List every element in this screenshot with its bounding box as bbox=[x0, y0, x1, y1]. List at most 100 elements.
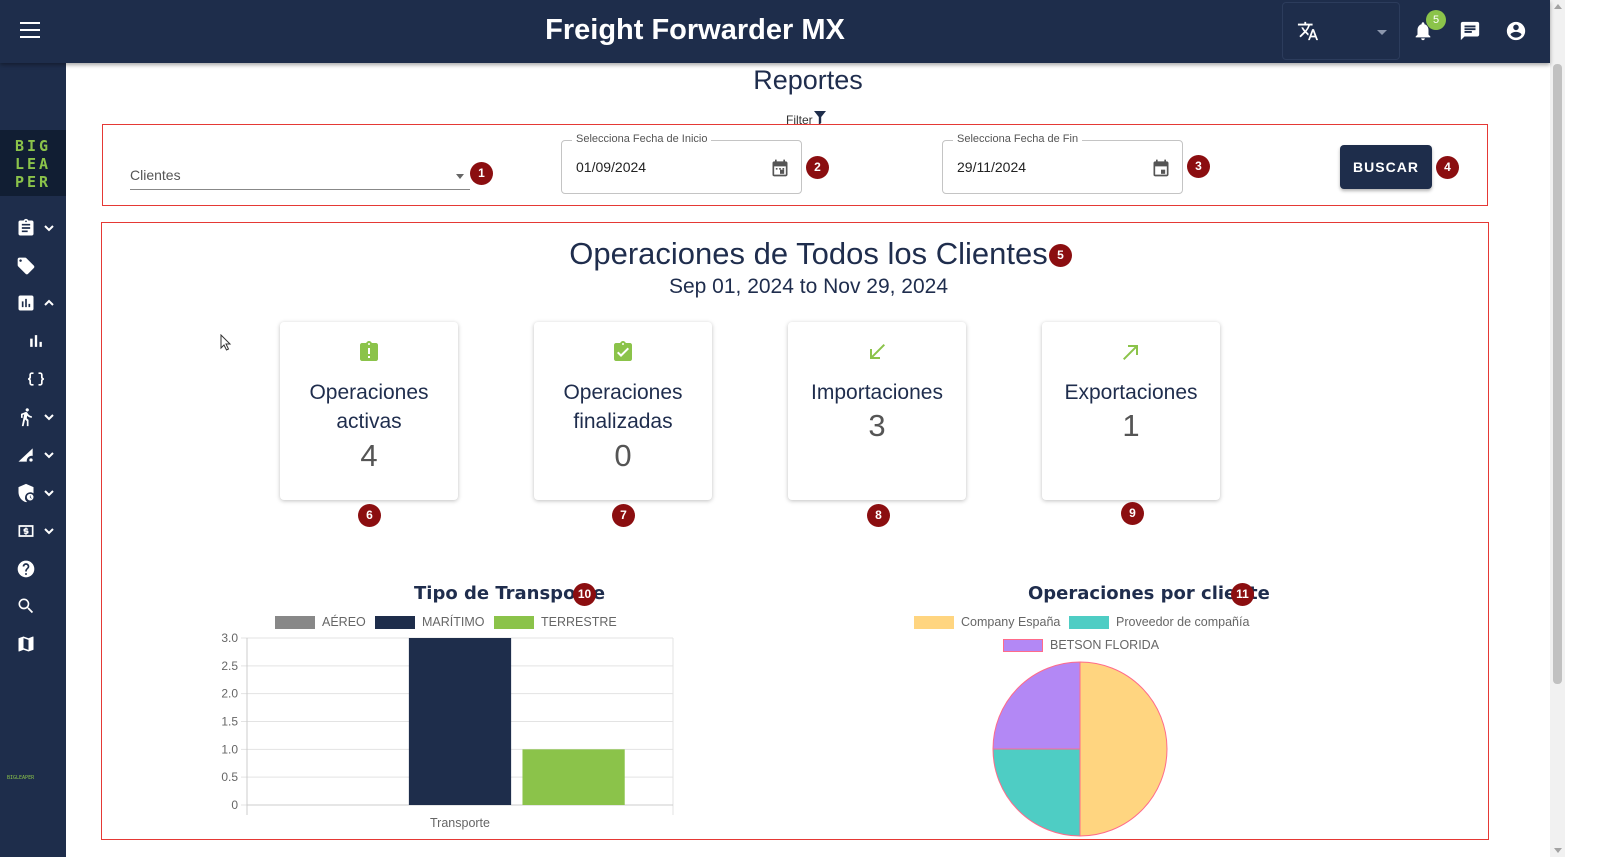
marker-8: 8 bbox=[867, 504, 890, 527]
y-tick-label: 0 bbox=[231, 798, 238, 812]
pie-slice bbox=[992, 748, 1081, 837]
legend-label: BETSON FLORIDA bbox=[1050, 638, 1160, 652]
end-date-field[interactable]: Selecciona Fecha de Fin 29/11/2024 bbox=[942, 133, 1183, 194]
marker-2: 2 bbox=[806, 156, 829, 179]
card-active-operations[interactable]: Operaciones activas 4 bbox=[280, 322, 458, 500]
end-date-value: 29/11/2024 bbox=[957, 159, 1027, 175]
filter-panel bbox=[102, 124, 1488, 206]
marker-7: 7 bbox=[612, 504, 635, 527]
card-value: 1 bbox=[1122, 408, 1140, 443]
card-label: Operaciones bbox=[563, 381, 683, 404]
pie-slice bbox=[1079, 661, 1168, 837]
tag-icon bbox=[17, 257, 35, 275]
account-icon[interactable] bbox=[1505, 20, 1527, 42]
sidebar-item-help[interactable] bbox=[16, 557, 56, 581]
buscar-button[interactable]: BUSCAR bbox=[1340, 145, 1432, 189]
y-tick-label: 0.5 bbox=[221, 770, 238, 784]
help-icon bbox=[17, 560, 35, 578]
y-tick-label: 1.5 bbox=[221, 715, 238, 729]
card-label: Exportaciones bbox=[1064, 381, 1198, 404]
legend-proveedor[interactable]: Proveedor de compañía bbox=[1069, 615, 1249, 629]
pie-chart-title: Operaciones por cliente bbox=[1028, 583, 1270, 604]
caret-down-icon bbox=[456, 174, 464, 179]
mini-logo: BIGLEAPER bbox=[7, 775, 35, 781]
start-date-field[interactable]: Selecciona Fecha de Inicio 01/09/2024 bbox=[561, 133, 802, 194]
card-value: 0 bbox=[614, 438, 632, 473]
chevron-down-icon bbox=[44, 490, 54, 497]
bar-chart: 3.0 2.5 2.0 1.5 1.0 0.5 0 Transporte bbox=[221, 631, 674, 830]
client-select-value: Clientes bbox=[130, 167, 181, 183]
calendar-icon[interactable] bbox=[1151, 158, 1171, 178]
menu-icon[interactable] bbox=[20, 22, 40, 38]
chevron-up-icon bbox=[44, 299, 54, 306]
bell-icon[interactable] bbox=[1412, 20, 1434, 42]
legend-aereo[interactable]: AÉREO bbox=[275, 615, 366, 629]
clipboard-alert-icon bbox=[360, 341, 378, 361]
sidebar-item-operations[interactable] bbox=[16, 216, 56, 240]
legend-swatch bbox=[375, 615, 415, 629]
summary-panel bbox=[101, 222, 1489, 840]
sidebar: BIG LEA PER BIGLEAPER bbox=[0, 63, 66, 857]
notification-badge: 5 bbox=[1426, 10, 1446, 30]
client-select[interactable]: Clientes bbox=[130, 160, 470, 190]
sidebar-item-map[interactable] bbox=[16, 632, 56, 656]
sidebar-item-people[interactable] bbox=[16, 405, 56, 429]
end-date-label: Selecciona Fecha de Fin bbox=[953, 133, 1083, 145]
marker-9: 9 bbox=[1121, 502, 1144, 525]
language-selector[interactable] bbox=[1282, 2, 1400, 60]
scroll-up-arrow-icon[interactable] bbox=[1554, 4, 1562, 9]
marker-5: 5 bbox=[1049, 244, 1072, 267]
sidebar-item-loop[interactable] bbox=[26, 367, 66, 391]
scroll-down-arrow-icon[interactable] bbox=[1554, 848, 1562, 853]
card-finished-operations[interactable]: Operaciones finalizadas 0 bbox=[534, 322, 712, 500]
chevron-down-icon bbox=[1377, 30, 1387, 35]
legend-swatch bbox=[1069, 615, 1109, 629]
marker-1: 1 bbox=[470, 162, 493, 185]
app-title: Freight Forwarder MX bbox=[545, 14, 845, 46]
legend-label: MARÍTIMO bbox=[422, 615, 485, 629]
top-app-bar: Freight Forwarder MX 5 bbox=[0, 0, 1550, 63]
sidebar-item-billing[interactable] bbox=[16, 519, 56, 543]
bar bbox=[408, 638, 512, 805]
card-label: Importaciones bbox=[811, 381, 943, 404]
filter-icon[interactable] bbox=[814, 111, 826, 125]
legend-label: TERRESTRE bbox=[541, 615, 617, 629]
card-label-line2: activas bbox=[336, 410, 402, 433]
legend-swatch bbox=[494, 615, 534, 629]
sidebar-item-charts[interactable] bbox=[26, 329, 66, 353]
chevron-down-icon bbox=[44, 414, 54, 421]
sidebar-item-tags[interactable] bbox=[16, 254, 56, 278]
y-tick-label: 3.0 bbox=[221, 631, 238, 645]
translate-icon bbox=[1297, 21, 1319, 41]
card-imports[interactable]: Importaciones 3 bbox=[788, 322, 966, 500]
legend-terrestre[interactable]: TERRESTRE bbox=[494, 615, 617, 629]
pie-chart bbox=[992, 661, 1168, 837]
scroll-thumb[interactable] bbox=[1553, 64, 1562, 684]
start-date-label: Selecciona Fecha de Inicio bbox=[572, 133, 712, 145]
sidebar-item-search[interactable] bbox=[16, 594, 56, 618]
sidebar-item-routes[interactable] bbox=[16, 443, 56, 467]
page-scrollbar[interactable] bbox=[1550, 0, 1565, 857]
legend-swatch bbox=[914, 615, 954, 629]
chevron-down-icon bbox=[44, 452, 54, 459]
person-icon bbox=[21, 408, 32, 427]
shield-clock-icon bbox=[18, 483, 34, 503]
filter-label[interactable]: Filter bbox=[786, 113, 813, 127]
marker-11: 11 bbox=[1231, 583, 1254, 606]
card-exports[interactable]: Exportaciones 1 bbox=[1042, 322, 1220, 500]
legend-betson[interactable]: BETSON FLORIDA bbox=[1003, 638, 1159, 652]
y-tick-label: 1.0 bbox=[221, 742, 238, 756]
legend-swatch bbox=[1003, 638, 1043, 652]
legend-company-espana[interactable]: Company España bbox=[914, 615, 1060, 629]
chat-icon[interactable] bbox=[1459, 20, 1481, 42]
sidebar-item-reports[interactable] bbox=[16, 291, 56, 315]
pie-slice bbox=[992, 661, 1081, 750]
legend-maritimo[interactable]: MARÍTIMO bbox=[375, 615, 485, 629]
start-date-value: 01/09/2024 bbox=[576, 159, 647, 175]
calendar-icon[interactable] bbox=[770, 158, 790, 178]
summary-title: Operaciones de Todos los Clientes bbox=[569, 236, 1048, 271]
legend-label: AÉREO bbox=[322, 615, 366, 629]
marker-4: 4 bbox=[1436, 156, 1459, 179]
bigleaper-logo: BIG LEA PER bbox=[0, 130, 66, 196]
sidebar-item-security[interactable] bbox=[16, 481, 56, 505]
